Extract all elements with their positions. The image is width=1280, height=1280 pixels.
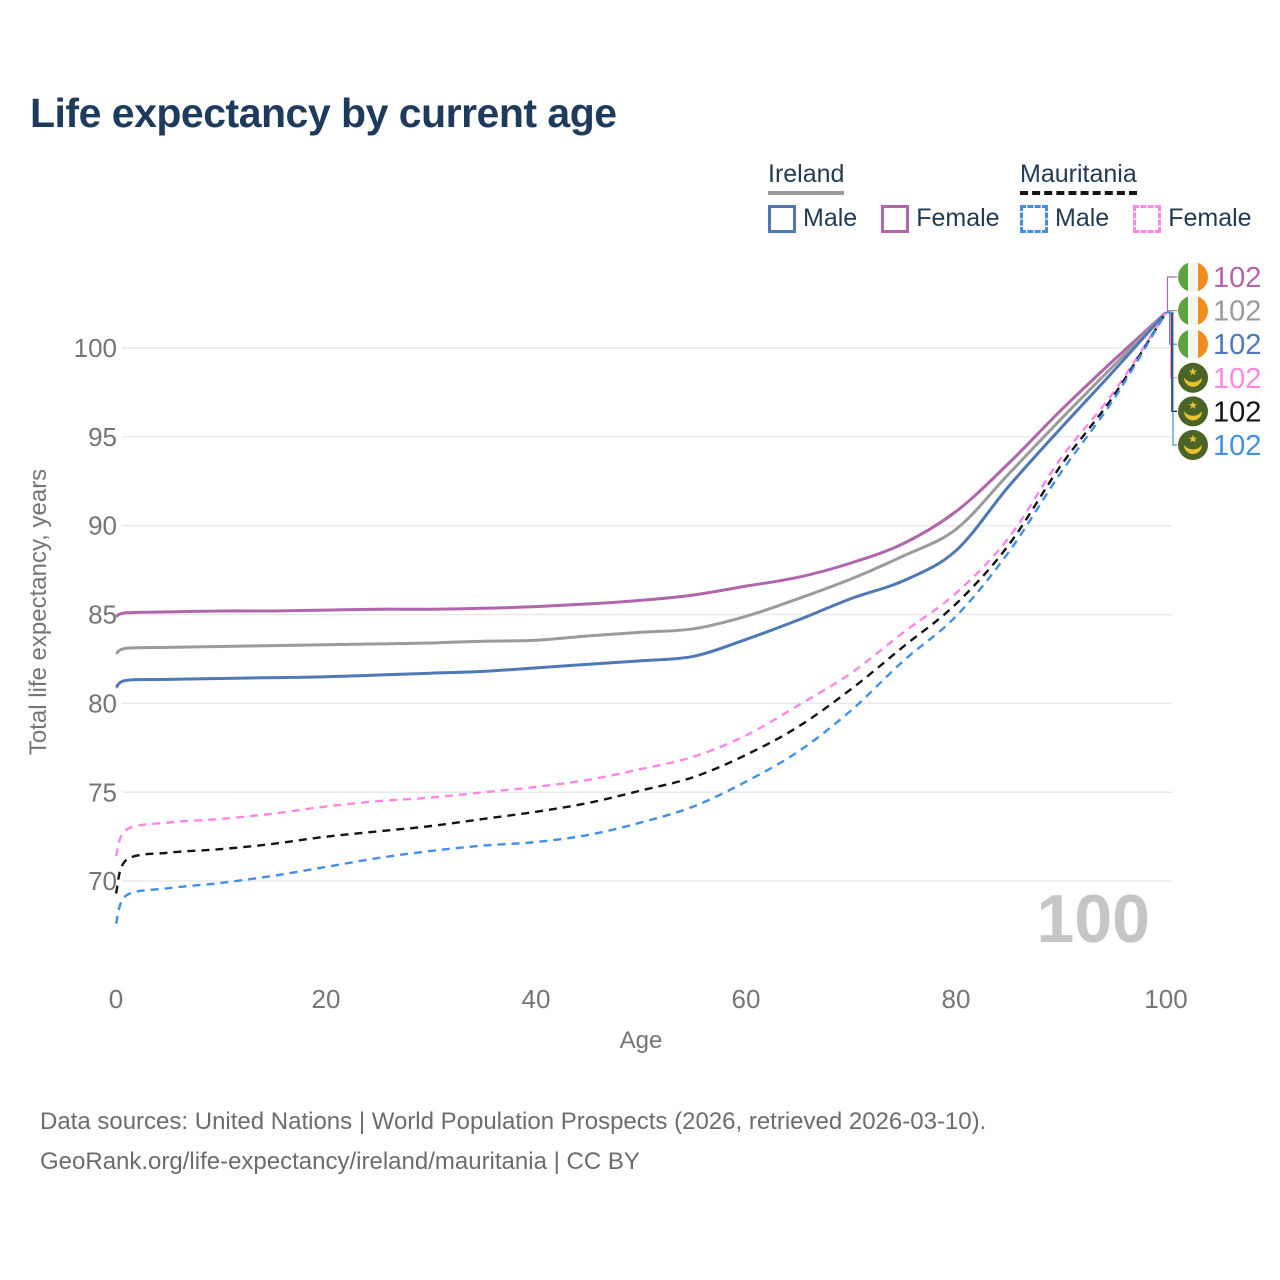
legend-label-ireland-male: Male [803,204,858,232]
end-value-label-mauritania-female: 102 [1213,363,1261,395]
legend-item-mauritania-female[interactable]: Female [1133,204,1252,233]
y-tick-label: 80 [88,688,117,718]
legend-item-ireland-female[interactable]: Female [881,204,1000,233]
y-tick-label: 95 [88,422,117,452]
legend-swatch-mauritania-male[interactable] [1020,204,1048,233]
legend-swatch-mauritania-female[interactable] [1133,204,1162,233]
flag-icon-ireland [1178,329,1208,360]
legend-label-ireland-female: Female [916,204,1000,232]
end-value-label-mauritania-both: 102 [1213,396,1261,428]
age-watermark: 100 [1037,881,1150,957]
series-line-ireland-female[interactable] [115,311,1168,618]
y-tick-label: 75 [88,777,117,807]
legend-label-mauritania-female: Female [1168,204,1252,232]
flag-icon-mauritania [1178,430,1208,460]
end-value-label-mauritania-male: 102 [1213,430,1261,462]
end-connector [1166,311,1177,446]
legend-ireland-items: Male Female [768,204,1000,233]
flag-icon-mauritania [1178,362,1208,393]
y-tick-label: 85 [88,600,117,630]
end-connector [1166,311,1177,412]
x-axis-title: Age [620,1027,663,1054]
x-tick-label: 100 [1144,984,1187,1014]
data-sources-credit: Data sources: United Nations | World Pop… [40,1108,987,1135]
chart-title: Life expectancy by current age [30,90,617,136]
legend-label-mauritania-male: Male [1055,204,1110,232]
series-line-ireland-both[interactable] [115,311,1168,655]
series-line-mauritania-both[interactable] [114,311,1168,894]
legend-mauritania-title[interactable]: Mauritania [1020,160,1137,195]
legend-item-ireland-male[interactable]: Male [768,204,857,233]
georank-url-credit[interactable]: GeoRank.org/life-expectancy/ireland/maur… [40,1148,640,1175]
x-tick-label: 60 [732,984,761,1014]
series-line-mauritania-female[interactable] [114,311,1168,857]
legend-ireland-title[interactable]: Ireland [768,160,845,195]
x-tick-label: 80 [942,984,971,1014]
end-value-label-ireland-female: 102 [1213,262,1261,294]
flag-icon-mauritania [1178,396,1208,427]
y-tick-label: 90 [88,511,117,541]
x-tick-label: 20 [312,984,341,1014]
flag-icon-ireland [1178,262,1208,292]
series-line-ireland-male[interactable] [114,311,1168,689]
series-line-mauritania-male[interactable] [114,311,1168,925]
flag-icon-ireland [1178,295,1208,326]
y-tick-label: 70 [88,866,117,896]
y-axis-title: Total life expectancy, years [25,469,52,755]
end-value-label-ireland-male: 102 [1213,329,1261,361]
legend-mauritania-items: Male Female [1020,204,1252,233]
legend-item-mauritania-male[interactable]: Male [1020,204,1109,233]
y-tick-label: 100 [74,333,117,363]
x-tick-label: 0 [109,984,123,1014]
legend-group-ireland: Ireland Male Female [768,160,1000,233]
legend-group-mauritania: Mauritania Male Female [1020,160,1252,233]
legend-swatch-ireland-male[interactable] [768,204,796,233]
end-value-label-ireland-both: 102 [1213,296,1261,328]
legend-swatch-ireland-female[interactable] [881,204,910,233]
x-tick-label: 40 [522,984,551,1014]
end-connector [1166,276,1177,314]
